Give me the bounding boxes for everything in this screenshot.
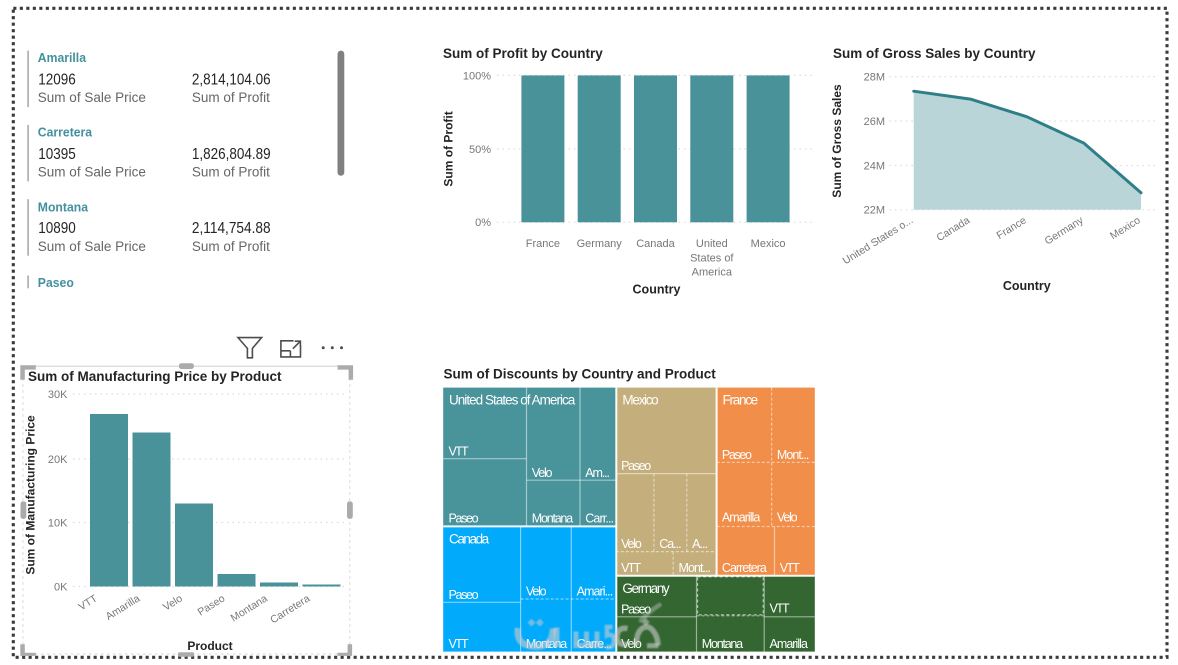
- svg-text:A...: A...: [692, 537, 708, 551]
- svg-text:America: America: [692, 267, 733, 279]
- svg-text:Product: Product: [187, 639, 232, 653]
- svg-text:Paseo: Paseo: [196, 592, 228, 618]
- svg-text:Paseo: Paseo: [38, 276, 74, 290]
- svg-text:Paseo: Paseo: [722, 448, 752, 462]
- svg-text:Sum of Profit: Sum of Profit: [192, 165, 270, 180]
- svg-text:30K: 30K: [48, 389, 68, 401]
- svg-text:Velo: Velo: [526, 585, 547, 599]
- svg-text:Canada: Canada: [636, 238, 675, 250]
- svg-text:Sum of Sale Price: Sum of Sale Price: [38, 165, 146, 180]
- svg-text:50%: 50%: [469, 144, 491, 156]
- svg-text:20K: 20K: [48, 454, 68, 466]
- svg-text:Velo: Velo: [532, 466, 553, 480]
- svg-text:Sum of Discounts by Country an: Sum of Discounts by Country and Product: [444, 367, 717, 382]
- svg-text:Sum of Profit: Sum of Profit: [442, 111, 456, 186]
- svg-text:Carretera: Carretera: [722, 561, 767, 575]
- svg-text:Germany: Germany: [577, 238, 623, 250]
- svg-text:Germany: Germany: [622, 581, 669, 596]
- svg-text:Sum of Gross Sales by Country: Sum of Gross Sales by Country: [833, 46, 1036, 61]
- svg-text:Country: Country: [633, 283, 681, 297]
- svg-text:States of: States of: [690, 253, 734, 265]
- svg-text:France: France: [995, 214, 1029, 242]
- svg-text:VTT: VTT: [621, 561, 641, 575]
- svg-text:Germany: Germany: [1043, 214, 1087, 247]
- svg-text:12096: 12096: [38, 71, 76, 88]
- svg-text:Sum of Manufacturing Price: Sum of Manufacturing Price: [24, 415, 38, 575]
- svg-text:Ca...: Ca...: [659, 537, 681, 551]
- svg-text:2,814,104.06: 2,814,104.06: [192, 71, 271, 88]
- svg-text:Mexico: Mexico: [1108, 214, 1143, 242]
- svg-text:Montana: Montana: [229, 592, 270, 624]
- svg-text:Sum of Sale Price: Sum of Sale Price: [38, 239, 146, 254]
- svg-text:Sum of Gross Sales: Sum of Gross Sales: [830, 84, 844, 198]
- svg-text:24M: 24M: [864, 160, 885, 172]
- svg-text:Sum of Profit: Sum of Profit: [192, 239, 270, 254]
- svg-text:Amarilla: Amarilla: [104, 592, 143, 622]
- svg-text:Am...: Am...: [585, 466, 610, 480]
- svg-text:Amarilla: Amarilla: [722, 511, 760, 525]
- svg-text:26M: 26M: [864, 116, 885, 128]
- svg-text:Country: Country: [1003, 279, 1051, 293]
- svg-text:Sum of Profit by Country: Sum of Profit by Country: [443, 46, 603, 61]
- svg-text:United: United: [696, 238, 728, 250]
- svg-text:Canada: Canada: [934, 214, 972, 244]
- svg-text:Montana: Montana: [532, 512, 573, 526]
- svg-text:United States o...: United States o...: [841, 214, 916, 267]
- svg-text:Montana: Montana: [38, 200, 89, 214]
- svg-text:VTT: VTT: [449, 444, 469, 458]
- svg-text:2,114,754.88: 2,114,754.88: [192, 220, 271, 237]
- svg-text:Velo: Velo: [621, 537, 642, 551]
- svg-text:Sum of Manufacturing Price by: Sum of Manufacturing Price by Product: [28, 369, 282, 384]
- svg-text:VTT: VTT: [449, 637, 469, 651]
- svg-text:Amarilla: Amarilla: [770, 637, 808, 651]
- svg-text:Mexico: Mexico: [751, 238, 786, 250]
- svg-text:10395: 10395: [38, 146, 76, 163]
- svg-text:Paseo: Paseo: [449, 512, 479, 526]
- svg-text:Velo: Velo: [161, 592, 185, 613]
- svg-text:0%: 0%: [475, 217, 491, 229]
- svg-text:Carretera: Carretera: [268, 592, 312, 626]
- svg-text:28M: 28M: [864, 72, 885, 84]
- svg-text:Paseo: Paseo: [621, 603, 651, 617]
- svg-text:Mont...: Mont...: [777, 448, 810, 462]
- svg-text:Paseo: Paseo: [449, 588, 479, 602]
- svg-text:Mont...: Mont...: [679, 561, 712, 575]
- svg-text:Amarilla: Amarilla: [38, 51, 87, 65]
- svg-text:Canada: Canada: [449, 531, 490, 546]
- svg-text:France: France: [526, 238, 560, 250]
- svg-text:100%: 100%: [463, 70, 491, 82]
- svg-text:Sum of Sale Price: Sum of Sale Price: [38, 90, 146, 105]
- svg-text:Amari...: Amari...: [577, 585, 614, 599]
- svg-text:VTT: VTT: [770, 602, 790, 616]
- svg-text:Montana: Montana: [702, 637, 743, 651]
- svg-text:22M: 22M: [864, 205, 885, 217]
- svg-text:Paseo: Paseo: [621, 459, 651, 473]
- svg-text:1,826,804.89: 1,826,804.89: [192, 146, 271, 163]
- svg-text:Sum of Profit: Sum of Profit: [192, 90, 270, 105]
- svg-text:France: France: [723, 393, 759, 408]
- svg-text:VTT: VTT: [780, 561, 800, 575]
- svg-text:Carretera: Carretera: [38, 126, 93, 140]
- svg-text:Carr...: Carr...: [585, 512, 614, 526]
- svg-text:10890: 10890: [38, 220, 76, 237]
- svg-text:Mexico: Mexico: [622, 393, 658, 408]
- svg-text:Velo: Velo: [777, 511, 798, 525]
- svg-text:United States of America: United States of America: [449, 393, 576, 408]
- svg-text:VTT: VTT: [77, 592, 101, 613]
- svg-text:0K: 0K: [54, 581, 68, 593]
- svg-text:10K: 10K: [48, 517, 68, 529]
